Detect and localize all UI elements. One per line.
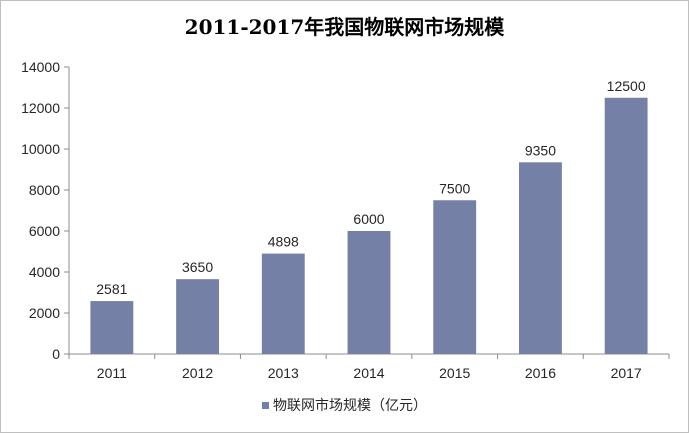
y-tick-label: 14000 bbox=[21, 59, 60, 75]
data-labels: 2581 3650 4898 6000 7500 9350 12500 bbox=[96, 78, 646, 297]
y-tick-label: 8000 bbox=[29, 182, 60, 198]
x-tick-label-2016: 2016 bbox=[525, 365, 556, 381]
data-label-2011: 2581 bbox=[96, 281, 127, 297]
x-tick-label-2017: 2017 bbox=[611, 365, 642, 381]
y-tick-label: 4000 bbox=[29, 264, 60, 280]
bar-2016 bbox=[519, 162, 562, 354]
legend-label: 物联网市场规模（亿元） bbox=[273, 398, 427, 414]
y-tick-label: 0 bbox=[52, 346, 60, 362]
bar-2014 bbox=[347, 231, 391, 354]
y-tick-label: 2000 bbox=[29, 305, 60, 321]
data-label-2014: 6000 bbox=[353, 211, 384, 227]
x-tick-label-2013: 2013 bbox=[268, 365, 299, 381]
bar-2012 bbox=[176, 279, 219, 354]
data-label-2013: 4898 bbox=[268, 234, 299, 250]
x-tick-label-2015: 2015 bbox=[439, 365, 470, 381]
bars bbox=[90, 97, 648, 354]
x-tick-label-2012: 2012 bbox=[182, 365, 213, 381]
x-tick-label-2014: 2014 bbox=[353, 365, 384, 381]
chart-title: 2011-2017年我国物联网市场规模 bbox=[184, 15, 505, 39]
bar-2013 bbox=[261, 253, 305, 354]
legend: 物联网市场规模（亿元） bbox=[1, 395, 688, 415]
y-tick-label: 12000 bbox=[21, 100, 60, 116]
data-label-2016: 9350 bbox=[525, 142, 556, 158]
bar-2011 bbox=[90, 301, 134, 354]
x-tick-label-2011: 2011 bbox=[97, 365, 127, 381]
data-label-2012: 3650 bbox=[182, 259, 213, 275]
data-label-2015: 7500 bbox=[439, 180, 470, 196]
y-tick-label: 6000 bbox=[29, 223, 60, 239]
legend-swatch bbox=[262, 401, 269, 409]
data-label-2017: 12500 bbox=[607, 78, 646, 94]
bar-2017 bbox=[604, 97, 648, 354]
bar-2015 bbox=[433, 200, 477, 354]
y-axis: 0 2000 4000 6000 8000 10000 12000 14000 bbox=[21, 59, 70, 362]
x-axis: 2011 2012 2013 2014 2015 2016 2017 bbox=[68, 353, 670, 381]
y-tick-label: 10000 bbox=[21, 141, 60, 157]
